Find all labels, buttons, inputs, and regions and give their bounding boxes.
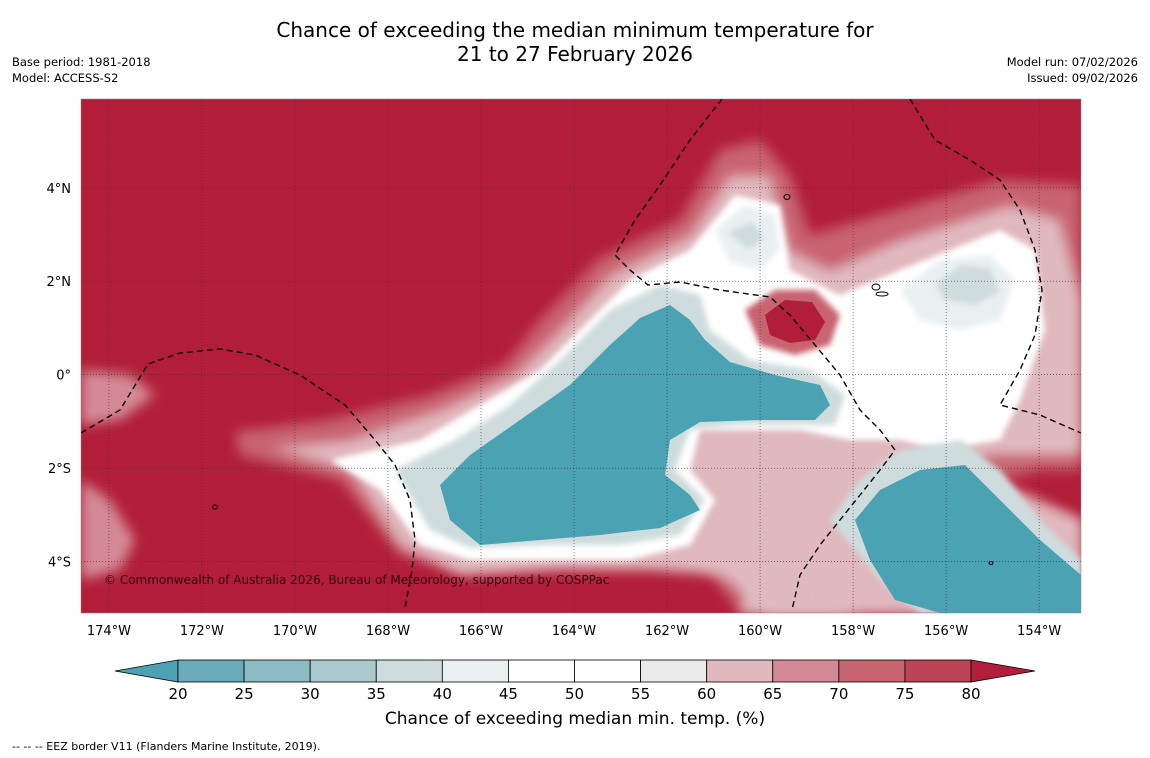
colorbar-title: Chance of exceeding median min. temp. (%… [384, 709, 766, 729]
cool-tongue-central [440, 305, 830, 545]
colorbar: 20 25 30 35 40 45 50 55 60 65 70 75 80 [114, 659, 1036, 703]
colorbar-low-extension [114, 659, 179, 683]
eez-border-east [909, 99, 1081, 434]
base-period: Base period: 1981-2018 [12, 55, 151, 69]
colorbar-segment [904, 659, 972, 683]
colorbar-segment [177, 659, 245, 683]
x-tick-label: 174°W [87, 624, 131, 639]
colorbar-high-extension [970, 659, 1036, 683]
colorbar-labels: 20 25 30 35 40 45 50 55 60 65 70 75 80 [168, 685, 980, 703]
x-tick-label: 166°W [459, 624, 503, 639]
cool-region-southeast [855, 465, 1081, 613]
x-tick-label: 154°W [1017, 624, 1061, 639]
colorbar-level-label: 25 [235, 685, 254, 703]
map-title: Chance of exceeding the median minimum t… [0, 18, 1150, 66]
island-b [871, 283, 881, 291]
x-tick-label: 156°W [924, 624, 968, 639]
colorbar-level-label: 70 [829, 685, 848, 703]
colorbar-level-label: 80 [961, 685, 980, 703]
colorbar-segment [772, 659, 840, 683]
colorbar-segment [838, 659, 906, 683]
colorbar-segment [706, 659, 774, 683]
colorbar-level-label: 20 [168, 685, 187, 703]
metadata-left: Base period: 1981-2018 Model: ACCESS-S2 [12, 54, 151, 86]
x-tick-label: 164°W [552, 624, 596, 639]
x-tick-label: 172°W [180, 624, 224, 639]
eez-border-west [81, 348, 416, 609]
eez-borders [81, 99, 1081, 611]
colorbar-segment [441, 659, 509, 683]
metadata-right: Model run: 07/02/2026 Issued: 09/02/2026 [1007, 54, 1138, 86]
warm-patch-southwest [81, 480, 135, 580]
colorbar-segments [177, 659, 972, 683]
x-tick-label: 170°W [273, 624, 317, 639]
plot-frame [80, 98, 1082, 614]
colorbar-segment [640, 659, 708, 683]
y-tick-label: 4°S [48, 556, 71, 571]
island-a [783, 194, 791, 200]
probability-field [81, 99, 1081, 613]
colorbar-level-label: 65 [763, 685, 782, 703]
colorbar-level-label: 40 [433, 685, 452, 703]
islands [212, 194, 994, 565]
issued-date: Issued: 09/02/2026 [1027, 71, 1138, 85]
colorbar-segment [574, 659, 641, 683]
colorbar-segment [508, 659, 575, 683]
colorbar-level-label: 35 [367, 685, 386, 703]
colorbar-level-label: 30 [301, 685, 320, 703]
cool-patch-north [728, 222, 765, 250]
colorbar-segment [375, 659, 443, 683]
eez-border-kiribati [614, 99, 896, 611]
copyright-notice: © Commonwealth of Australia 2026, Bureau… [104, 573, 609, 587]
model-name: Model: ACCESS-S2 [12, 71, 119, 85]
x-tick-label: 160°W [738, 624, 782, 639]
latitude-ticks: 4°N 2°N 0° 2°S 4°S [47, 182, 72, 571]
island-d [212, 504, 218, 510]
warm-patch-south [740, 560, 860, 613]
eez-footnote: -- -- -- EEZ border V11 (Flanders Marine… [12, 740, 321, 753]
y-tick-label: 2°S [48, 462, 71, 477]
y-tick-label: 4°N [47, 182, 72, 197]
colorbar-level-label: 45 [499, 685, 518, 703]
cool-patch-east [935, 265, 1000, 305]
colorbar-segment [309, 659, 377, 683]
colorbar-level-label: 60 [697, 685, 716, 703]
model-run-date: Model run: 07/02/2026 [1006, 55, 1138, 69]
y-tick-label: 2°N [47, 275, 72, 290]
longitude-ticks: 174°W 172°W 170°W 168°W 166°W 164°W 162°W 160°W… [87, 624, 1062, 639]
colorbar-segment [243, 659, 311, 683]
x-tick-label: 162°W [645, 624, 689, 639]
island-c [875, 291, 889, 297]
x-tick-label: 158°W [831, 624, 875, 639]
y-tick-label: 0° [56, 369, 71, 384]
title-line-2: 21 to 27 February 2026 [457, 42, 693, 66]
title-line-1: Chance of exceeding the median minimum t… [276, 18, 874, 42]
colorbar-level-label: 50 [565, 685, 584, 703]
warm-patch-west [81, 370, 155, 425]
colorbar-level-label: 55 [631, 685, 650, 703]
x-tick-label: 168°W [366, 624, 410, 639]
colorbar-level-label: 75 [895, 685, 914, 703]
